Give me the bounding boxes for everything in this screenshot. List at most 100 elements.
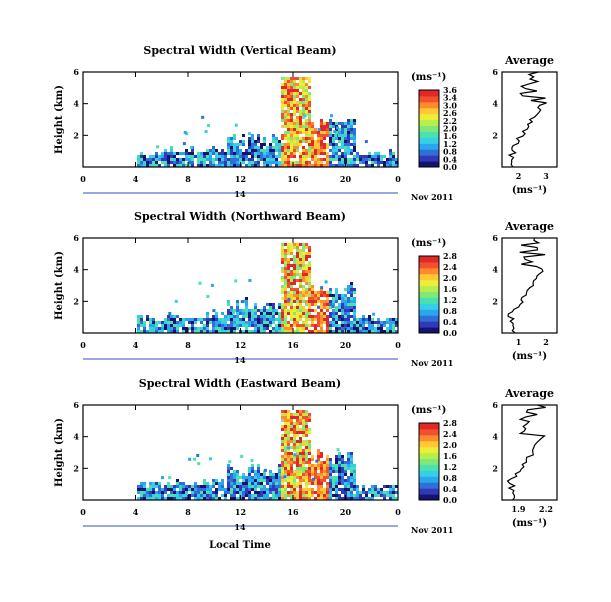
heatmap-cell xyxy=(257,324,260,327)
heatmap-cell xyxy=(389,164,392,167)
x-tick-label: 8 xyxy=(185,507,191,517)
heatmap-cell xyxy=(290,140,293,143)
heatmap-cell xyxy=(287,77,290,80)
heatmap-cell xyxy=(341,473,344,476)
heatmap-cell xyxy=(272,491,275,494)
heatmap-cell xyxy=(248,161,251,164)
heatmap-cell xyxy=(293,267,296,270)
heatmap-cell xyxy=(326,324,329,327)
heatmap-cell xyxy=(314,140,317,143)
heatmap-cell xyxy=(236,327,239,330)
heatmap-cell xyxy=(317,458,320,461)
heatmap-cell xyxy=(371,324,374,327)
heatmap-cell xyxy=(293,485,296,488)
heatmap-cell xyxy=(240,300,244,304)
heatmap-cell xyxy=(308,330,311,333)
heatmap-cell xyxy=(284,83,287,86)
heatmap-cell xyxy=(326,327,329,330)
heatmap-cell xyxy=(350,288,353,291)
heatmap-cell xyxy=(311,285,314,288)
heatmap-cell xyxy=(371,330,374,333)
heatmap-cell xyxy=(272,315,275,318)
heatmap-cell xyxy=(311,488,314,491)
heatmap-cell xyxy=(257,158,260,161)
heatmap-cell xyxy=(281,107,284,110)
heatmap-cell xyxy=(269,497,272,500)
heatmap-cell xyxy=(371,318,374,321)
heatmap-cell xyxy=(317,128,321,132)
heatmap-cell xyxy=(305,282,308,285)
heatmap-cell xyxy=(296,315,299,318)
colorbar-segment xyxy=(419,440,439,448)
heatmap-cell xyxy=(320,491,323,494)
heatmap-cell xyxy=(290,437,293,440)
heatmap-cell xyxy=(320,327,323,330)
heatmap-cell xyxy=(281,252,284,255)
heatmap-cell xyxy=(227,164,230,167)
heatmap-cell xyxy=(302,455,305,458)
heatmap-cell xyxy=(173,158,176,161)
heatmap-cell xyxy=(164,327,167,330)
heatmap-cell xyxy=(230,155,233,158)
heatmap-cell xyxy=(263,485,266,488)
heatmap-cell xyxy=(278,467,281,470)
heatmap-cell xyxy=(179,161,182,164)
heatmap-cell xyxy=(326,128,329,131)
spectral-width-panel: Spectral Width (Northward Beam)Height (k… xyxy=(54,210,558,368)
heatmap-cell xyxy=(302,137,305,140)
heatmap-cell xyxy=(188,327,191,330)
heatmap-cell xyxy=(284,77,287,80)
heatmap-cell xyxy=(251,315,254,318)
heatmap-cell xyxy=(233,309,236,312)
heatmap-cell xyxy=(245,152,248,155)
heatmap-cell xyxy=(311,134,314,137)
heatmap-cell xyxy=(299,143,302,146)
heatmap-cell xyxy=(317,491,320,494)
heatmap-cell xyxy=(389,497,392,500)
heatmap-cell xyxy=(308,152,311,155)
heatmap-cell xyxy=(290,303,293,306)
heatmap-cell xyxy=(320,122,323,125)
heatmap-cell xyxy=(287,249,290,252)
heatmap-cell xyxy=(305,491,308,494)
heatmap-cell xyxy=(185,158,188,161)
heatmap-cell xyxy=(140,491,143,494)
colorbar-segment xyxy=(419,452,439,460)
heatmap-cell xyxy=(293,143,296,146)
average-x-tick-label: 3 xyxy=(543,171,549,181)
heatmap-cell xyxy=(278,164,281,167)
heatmap-cell xyxy=(296,267,299,270)
heatmap-cell xyxy=(341,143,344,146)
heatmap-cell xyxy=(329,482,332,485)
heatmap-cell xyxy=(308,440,311,443)
heatmap-cell xyxy=(389,485,392,488)
heatmap-cell xyxy=(332,149,335,152)
heatmap-cell xyxy=(287,83,290,86)
heatmap-cell xyxy=(251,146,254,149)
heatmap-cell xyxy=(143,482,146,485)
heatmap-cell xyxy=(248,158,251,161)
heatmap-cell xyxy=(299,497,302,500)
heatmap-cell xyxy=(248,497,251,500)
heatmap-cell xyxy=(152,485,155,488)
heatmap-cell xyxy=(149,164,152,167)
heatmap-cell xyxy=(371,321,374,324)
heatmap-cell xyxy=(269,324,272,327)
heatmap-cell xyxy=(311,309,314,312)
heatmap-cell xyxy=(353,140,356,143)
heatmap-cell xyxy=(212,327,215,330)
heatmap-cell xyxy=(239,488,242,491)
heatmap-cell xyxy=(365,491,368,494)
heatmap-cell xyxy=(149,158,152,161)
heatmap-cell xyxy=(329,473,332,476)
heatmap-cell xyxy=(149,161,152,164)
heatmap-cell xyxy=(251,485,254,488)
heatmap-cell xyxy=(347,143,350,146)
heatmap-cell xyxy=(212,315,215,318)
heatmap-cell xyxy=(341,155,344,158)
colorbar-tick-label: 2.8 xyxy=(443,251,457,261)
heatmap-cell xyxy=(248,473,251,476)
heatmap-cell xyxy=(233,137,236,140)
heatmap-cell xyxy=(290,155,293,158)
heatmap-cell xyxy=(227,327,230,330)
